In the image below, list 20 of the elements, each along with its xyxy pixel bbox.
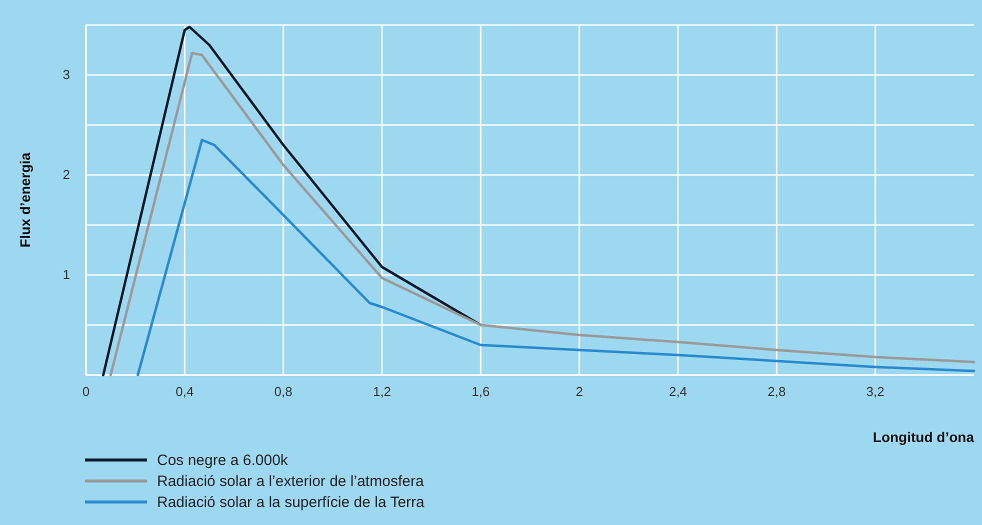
y-axis-title: Flux d’energia (17, 152, 33, 248)
x-tick-label: 0 (82, 384, 90, 400)
x-tick-label: 1,6 (472, 384, 490, 400)
x-axis-title: Longitud d’ona (872, 429, 974, 445)
legend-label: Radiació solar a la superfície de la Terra (157, 494, 426, 511)
line-series (102, 26, 482, 376)
x-tick-label: 0,4 (176, 384, 194, 400)
x-tick-label: 2 (576, 384, 583, 400)
x-tick-label: 2,8 (768, 384, 786, 400)
x-tick-label: 0,8 (274, 384, 292, 400)
line-series (136, 138, 976, 376)
x-tick-label: 2,4 (668, 384, 688, 400)
x-tick-label: 1,2 (372, 384, 392, 400)
legend-label: Cos negre a 6.000k (157, 452, 288, 469)
y-tick-label: 2 (62, 167, 70, 182)
x-tick-label: 3,2 (866, 384, 884, 400)
y-tick-label: 3 (62, 67, 70, 82)
line-series (109, 52, 976, 376)
y-tick-label: 1 (62, 267, 70, 282)
legend-label: Radiació solar a l’exterior de l’atmosfera (157, 473, 424, 490)
